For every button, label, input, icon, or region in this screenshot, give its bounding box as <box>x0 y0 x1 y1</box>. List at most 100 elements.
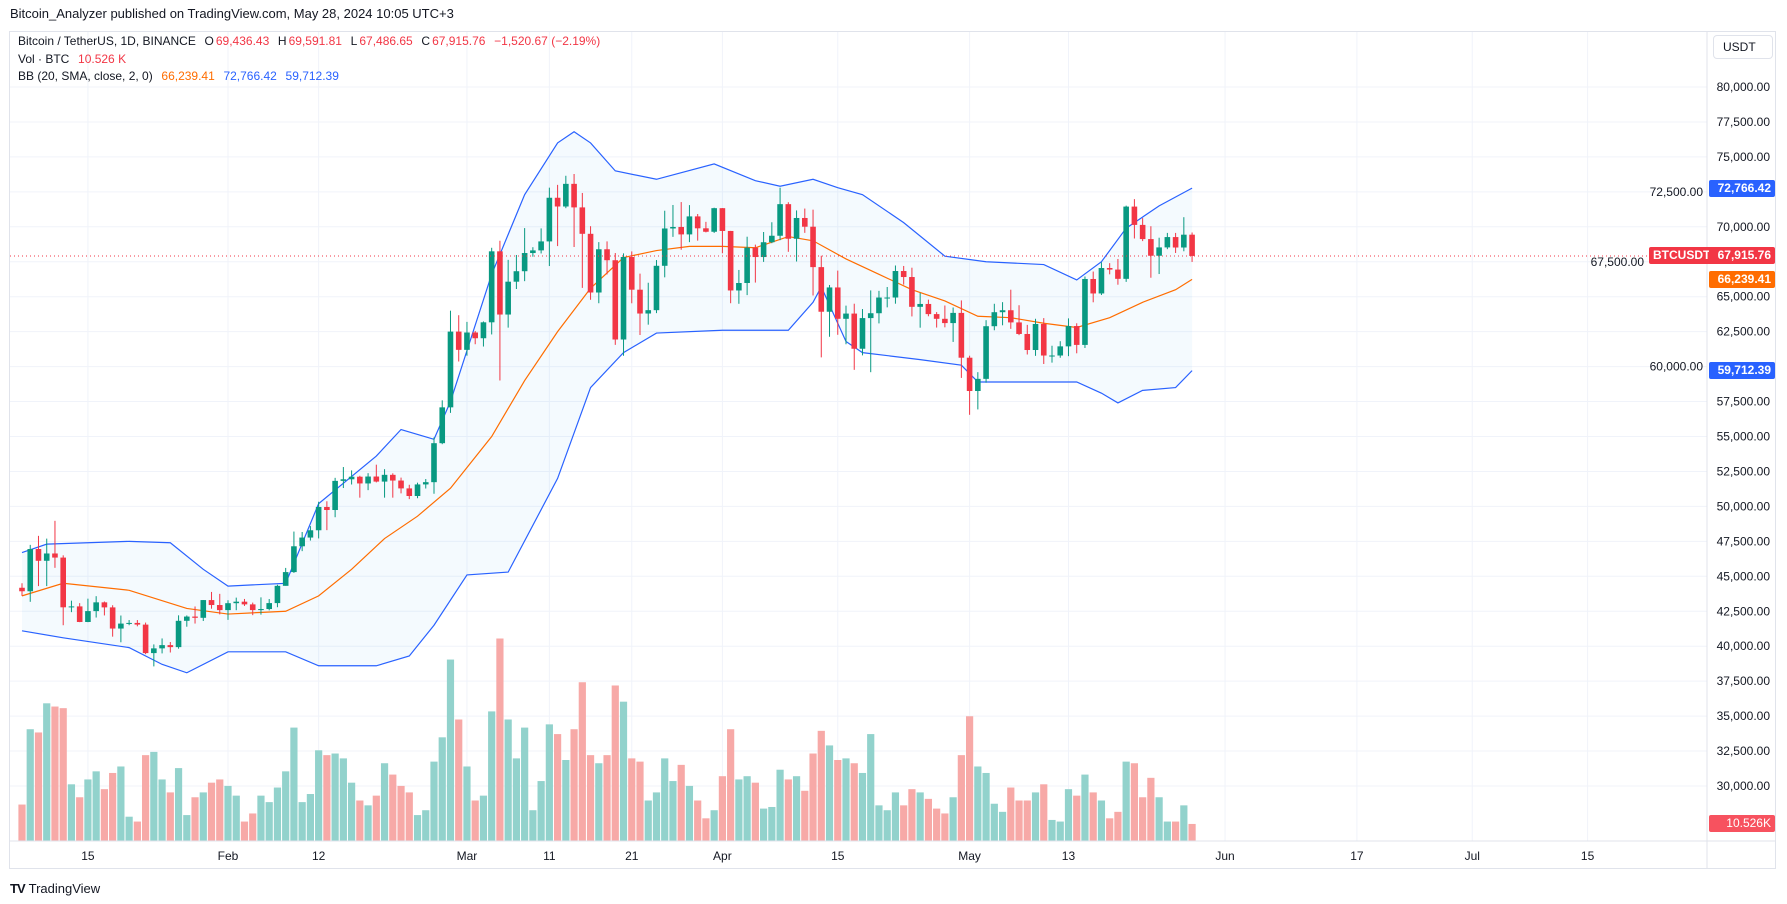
candle-body <box>398 480 404 489</box>
volume-bar <box>1180 805 1188 841</box>
candle-body <box>793 217 800 239</box>
volume-bar <box>603 755 611 841</box>
volume-bars <box>18 638 1196 841</box>
volume-bar <box>809 753 817 841</box>
volume-bar <box>364 805 372 841</box>
candle-body <box>167 645 174 648</box>
volume-bar <box>323 755 331 841</box>
candle-body <box>85 611 91 622</box>
candle-body <box>612 260 619 340</box>
volume-bar <box>422 810 430 841</box>
tradingview-logo-icon[interactable]: TV <box>10 880 26 896</box>
candle-body <box>1024 333 1031 351</box>
volume-bar <box>59 708 67 841</box>
candle-body <box>628 256 635 290</box>
candle-body <box>1139 224 1146 240</box>
candle-body <box>530 250 536 254</box>
price-tick-label: 80,000.00 <box>1717 80 1771 94</box>
candle-body <box>324 506 330 511</box>
price-tick-label: 67,500.00 <box>1591 255 1645 269</box>
volume-bar <box>26 729 34 841</box>
candle-body <box>1016 322 1022 334</box>
volume-bar <box>751 782 759 841</box>
candle-body <box>991 312 998 327</box>
candle-body <box>1065 326 1072 347</box>
candle-body <box>810 226 816 268</box>
candle-body <box>274 585 281 604</box>
candle-body <box>546 197 553 242</box>
volume-bar <box>677 764 685 841</box>
price-tick-label: 40,000.00 <box>1717 639 1771 653</box>
candle-body <box>867 313 874 319</box>
volume-bar <box>694 800 702 841</box>
price-tick-label: 42,500.00 <box>1717 604 1771 618</box>
price-axis: 80,000.00 77,500.00 75,000.00 72,500.00 70,0… <box>1591 80 1771 793</box>
candle-body <box>505 281 511 315</box>
volume-bar <box>306 794 314 841</box>
bollinger-bands <box>21 131 1193 674</box>
volume-bar <box>776 769 784 841</box>
candle-body <box>249 604 256 611</box>
volume-bar <box>586 755 595 841</box>
time-tick-label: 11 <box>543 849 556 863</box>
candle-body <box>480 322 487 339</box>
candle-body <box>579 207 586 234</box>
candle-body <box>942 318 948 324</box>
candle-body <box>1040 323 1047 356</box>
candle-body <box>876 297 882 314</box>
candles <box>19 173 1195 667</box>
last-price-tag: 67,915.76 <box>1709 247 1775 265</box>
volume-bar <box>900 805 908 841</box>
currency-button[interactable]: USDT <box>1713 35 1773 59</box>
price-tick-label: 35,000.00 <box>1717 709 1771 723</box>
candle-body <box>826 287 833 312</box>
tradingview-brand[interactable]: TradingView <box>28 880 101 896</box>
candle-body <box>431 443 437 483</box>
candle-body <box>859 318 866 349</box>
legend-volume-row[interactable]: Vol · BTC 10.526 K <box>18 52 128 66</box>
legend-bb-row[interactable]: BB (20, SMA, close, 2, 0) 66,239.41 72,7… <box>18 69 341 83</box>
candle-body <box>35 549 42 561</box>
volume-bar <box>611 685 619 841</box>
volume-bar <box>636 761 644 841</box>
volume-bar <box>438 737 446 841</box>
candle-body <box>348 476 355 480</box>
candle-body <box>1189 234 1195 256</box>
volume-bar <box>883 810 891 841</box>
candle-body <box>596 249 602 293</box>
candle-body <box>521 253 528 272</box>
volume-bar <box>100 789 108 841</box>
volume-bar <box>825 745 834 841</box>
candle-body <box>513 271 520 282</box>
candle-body <box>184 616 190 621</box>
candle-body <box>340 479 347 481</box>
volume-bar <box>18 804 26 841</box>
volume-bar <box>957 755 965 841</box>
price-tick-label: 30,000.00 <box>1717 779 1771 793</box>
volume-bar <box>1040 784 1048 841</box>
candle-body <box>43 553 50 561</box>
candle-body <box>538 241 544 251</box>
candle-body <box>52 553 58 558</box>
volume-bar <box>669 781 677 841</box>
volume-bar <box>570 729 578 841</box>
candle-body <box>604 249 610 261</box>
candle-body <box>60 557 66 608</box>
candle-body <box>1164 237 1171 248</box>
candle-body <box>892 271 899 298</box>
legend-change: −1,520.67 (−2.19%) <box>494 34 601 48</box>
candle-body <box>719 208 726 231</box>
volume-bar <box>471 800 479 841</box>
candle-body <box>637 289 643 314</box>
price-tick-label: 47,500.00 <box>1717 534 1771 548</box>
candle-body <box>933 314 940 319</box>
time-axis: 15 Feb 12 Mar 11 21 Apr 15 May 13 Jun 17 Jul 15 <box>81 849 1594 863</box>
volume-bar <box>183 815 191 841</box>
candle-body <box>414 484 421 496</box>
volume-bar <box>1023 800 1031 841</box>
volume-bar <box>479 795 488 841</box>
candle-body <box>975 378 981 392</box>
volume-bar <box>339 758 347 841</box>
legend-symbol-row: Bitcoin / TetherUS, 1D, BINANCE O 69,436.… <box>18 34 602 48</box>
